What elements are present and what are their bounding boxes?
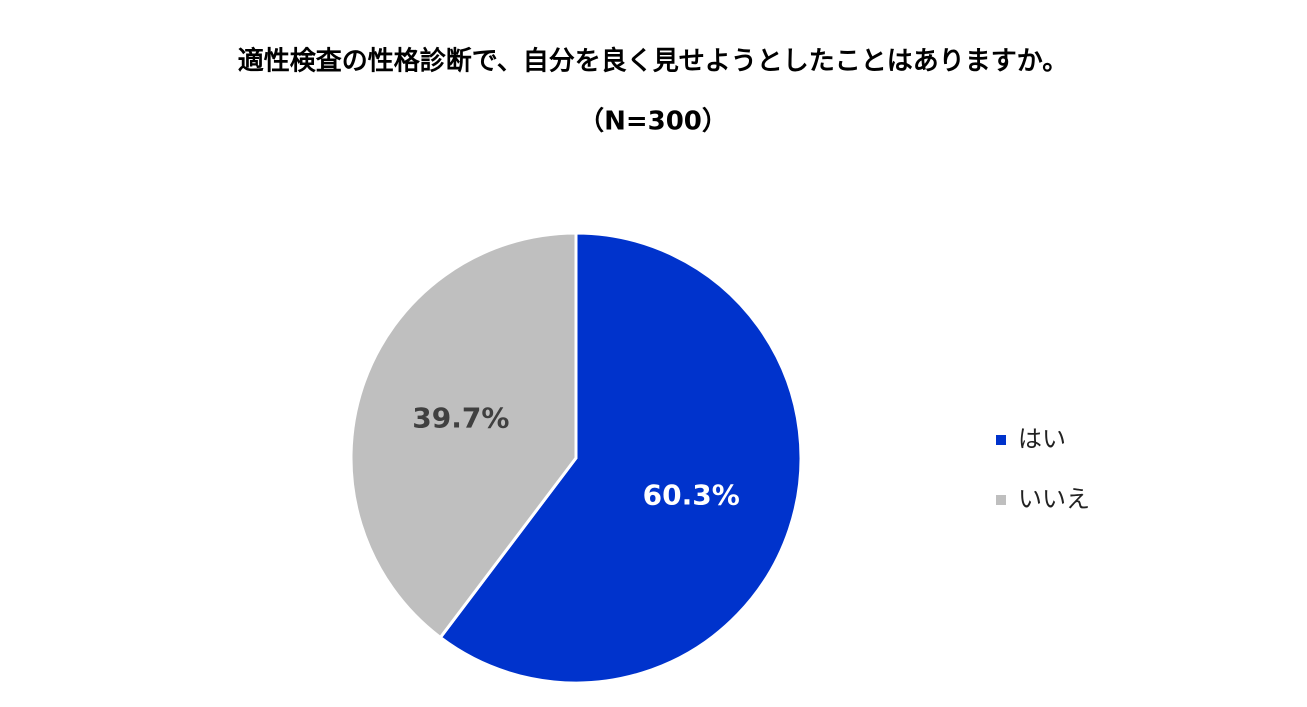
chart-subtitle: （N=300）: [578, 107, 728, 137]
legend-marker: [996, 495, 1006, 505]
data-label: 39.7%: [412, 401, 509, 434]
data-label: 60.3%: [643, 479, 740, 512]
pie-slice: [349, 231, 578, 640]
legend-label: はい: [1018, 425, 1066, 453]
legend-marker: [996, 435, 1006, 445]
legend-label: いいえ: [1018, 485, 1090, 513]
chart-title: 適性検査の性格診断で、自分を良く見せようとしたことはありますか。: [238, 46, 1068, 77]
pie-slice: [438, 231, 803, 685]
